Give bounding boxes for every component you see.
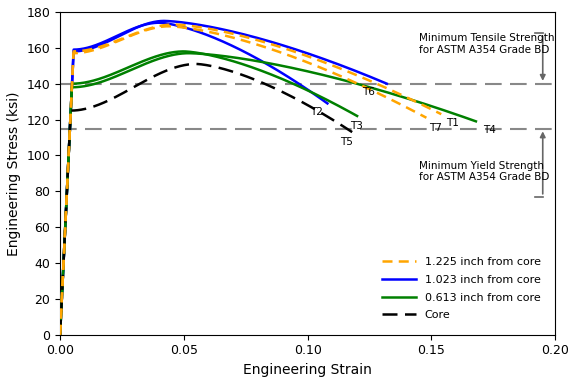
X-axis label: Engineering Strain: Engineering Strain	[243, 363, 372, 377]
Legend: 1.225 inch from core, 1.023 inch from core, 0.613 inch from core, Core: 1.225 inch from core, 1.023 inch from co…	[374, 248, 550, 329]
Text: T7: T7	[429, 123, 442, 133]
Y-axis label: Engineering Stress (ksi): Engineering Stress (ksi)	[7, 91, 21, 256]
Text: T3: T3	[350, 121, 362, 131]
Text: Minimum Tensile Strength
for ASTM A354 Grade BD: Minimum Tensile Strength for ASTM A354 G…	[419, 33, 555, 55]
Text: Minimum Yield Strength
for ASTM A354 Grade BD: Minimum Yield Strength for ASTM A354 Gra…	[419, 161, 550, 182]
Text: T5: T5	[340, 137, 353, 147]
Text: T2: T2	[309, 107, 323, 117]
Text: T1: T1	[446, 118, 459, 128]
Text: T6: T6	[362, 87, 375, 97]
Text: T4: T4	[483, 125, 496, 135]
